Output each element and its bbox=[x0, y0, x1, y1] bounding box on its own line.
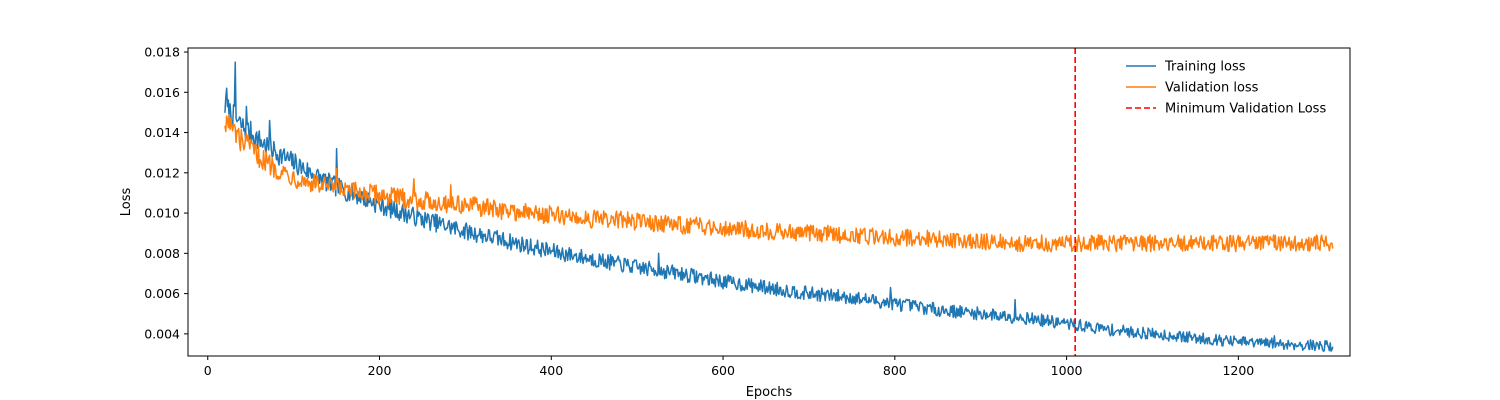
series-line-training bbox=[224, 61, 1334, 352]
legend: Training loss Validation loss Minimum Vali… bbox=[1126, 60, 1326, 117]
x-tick-label: 200 bbox=[368, 363, 392, 378]
x-tick-label: 600 bbox=[711, 363, 735, 378]
x-tick-label: 1000 bbox=[1051, 363, 1083, 378]
y-tick-label: 0.010 bbox=[144, 206, 180, 221]
x-tick-label: 800 bbox=[883, 363, 907, 378]
y-tick-label: 0.018 bbox=[144, 45, 180, 60]
x-tick-label: 1200 bbox=[1222, 363, 1254, 378]
legend-label-2: Minimum Validation Loss bbox=[1165, 102, 1326, 117]
x-axis-label: Epochs bbox=[746, 385, 793, 400]
y-tick-label: 0.014 bbox=[144, 125, 180, 140]
plot-area bbox=[224, 48, 1334, 356]
y-tick-label: 0.008 bbox=[144, 246, 180, 261]
x-axis: 0 200 400 600 800 1000 1200 bbox=[204, 356, 1254, 378]
axes-frame bbox=[187, 47, 1351, 357]
x-tick-label: 400 bbox=[539, 363, 563, 378]
series-line-validation bbox=[224, 113, 1334, 253]
y-tick-label: 0.012 bbox=[144, 165, 180, 180]
y-tick-label: 0.004 bbox=[144, 326, 180, 341]
y-tick-label: 0.016 bbox=[144, 85, 180, 100]
y-tick-label: 0.006 bbox=[144, 286, 180, 301]
y-axis-label: Loss bbox=[119, 188, 134, 217]
x-tick-label: 0 bbox=[204, 363, 212, 378]
y-axis: 0.004 0.006 0.008 0.010 0.012 0.014 0.016 0.018 bbox=[144, 45, 188, 341]
legend-label-1: Validation loss bbox=[1165, 81, 1259, 96]
legend-label-0: Training loss bbox=[1164, 60, 1246, 75]
